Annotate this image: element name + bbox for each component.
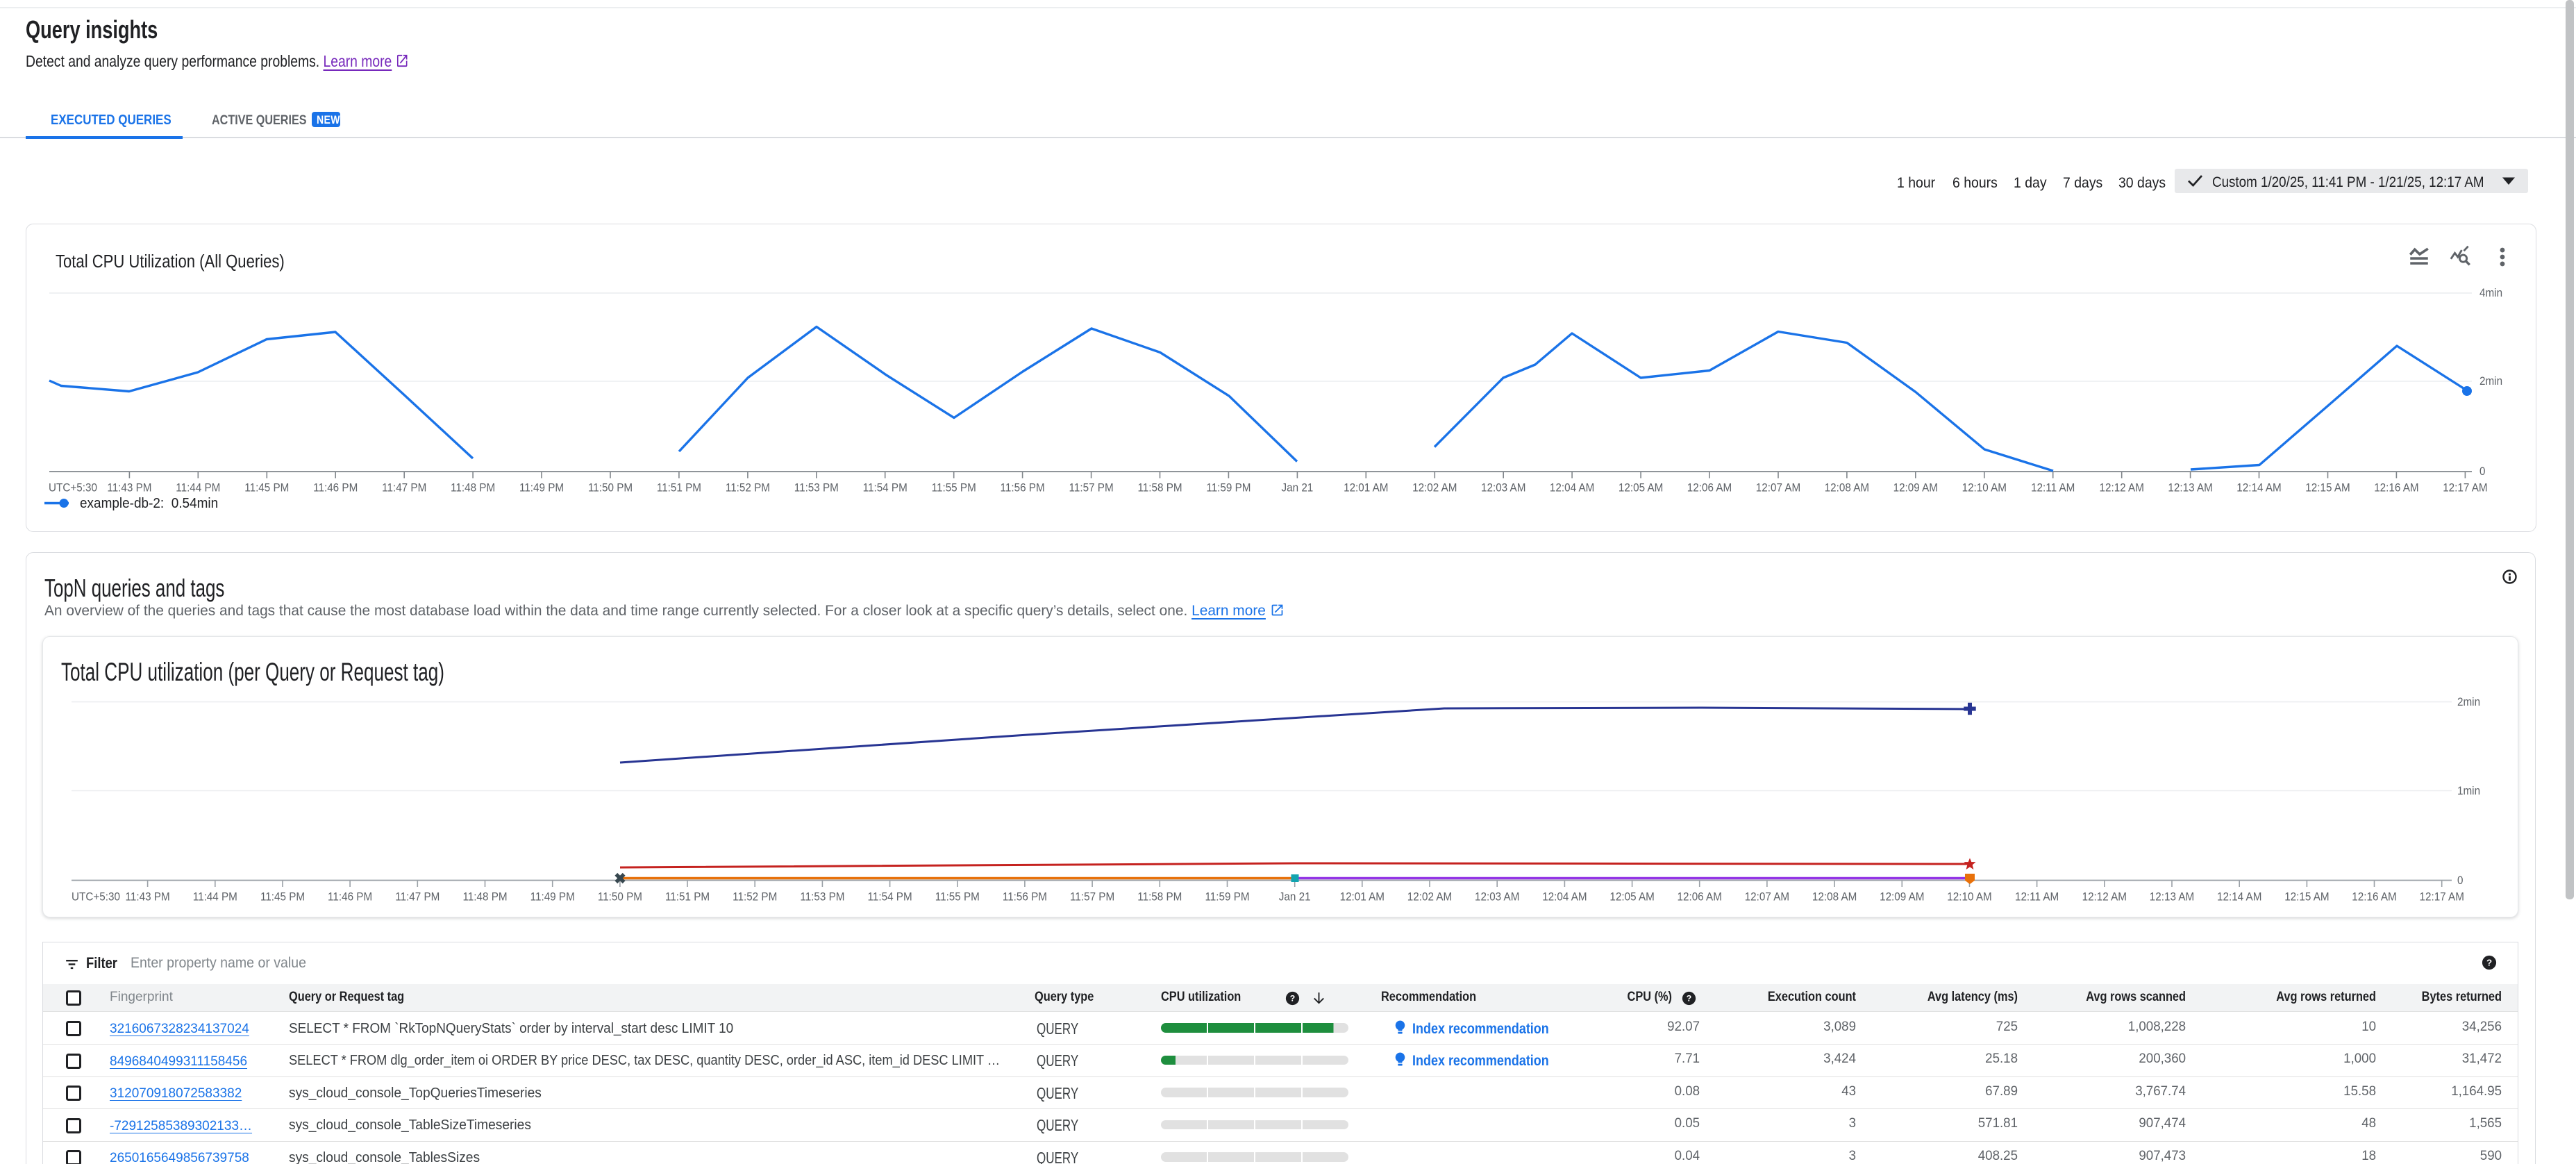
svg-text:11:43 PM: 11:43 PM: [107, 482, 151, 494]
svg-text:1min: 1min: [2457, 785, 2480, 798]
svg-text:12:14 AM: 12:14 AM: [2236, 482, 2281, 494]
svg-text:11:56 PM: 11:56 PM: [1001, 482, 1045, 494]
svg-text:12:01 AM: 12:01 AM: [1344, 482, 1388, 494]
svg-text:12:12 AM: 12:12 AM: [2099, 482, 2143, 494]
svg-text:12:01 AM: 12:01 AM: [1340, 891, 1385, 904]
svg-text:11:45 PM: 11:45 PM: [260, 891, 305, 904]
svg-text:UTC+5:30: UTC+5:30: [49, 482, 97, 494]
svg-text:12:05 AM: 12:05 AM: [1619, 482, 1663, 494]
svg-text:11:59 PM: 11:59 PM: [1205, 891, 1249, 904]
svg-text:12:04 AM: 12:04 AM: [1550, 482, 1594, 494]
svg-text:12:06 AM: 12:06 AM: [1687, 482, 1732, 494]
svg-text:11:50 PM: 11:50 PM: [598, 891, 642, 904]
svg-text:11:51 PM: 11:51 PM: [657, 482, 701, 494]
svg-text:11:49 PM: 11:49 PM: [530, 891, 575, 904]
svg-text:Jan 21: Jan 21: [1279, 891, 1311, 904]
svg-text:12:16 AM: 12:16 AM: [2374, 482, 2418, 494]
svg-text:11:46 PM: 11:46 PM: [328, 891, 372, 904]
svg-text:11:50 PM: 11:50 PM: [588, 482, 633, 494]
svg-text:11:48 PM: 11:48 PM: [451, 482, 495, 494]
svg-text:12:14 AM: 12:14 AM: [2217, 891, 2261, 904]
svg-text:2min: 2min: [2457, 697, 2480, 709]
svg-text:11:52 PM: 11:52 PM: [726, 482, 770, 494]
svg-text:12:11 AM: 12:11 AM: [2015, 891, 2059, 904]
svg-text:12:15 AM: 12:15 AM: [2284, 891, 2329, 904]
svg-text:11:53 PM: 11:53 PM: [800, 891, 844, 904]
svg-text:2min: 2min: [2479, 376, 2502, 388]
svg-text:12:10 AM: 12:10 AM: [1947, 891, 1991, 904]
svg-text:11:55 PM: 11:55 PM: [935, 891, 980, 904]
svg-text:12:02 AM: 12:02 AM: [1412, 482, 1457, 494]
svg-text:11:47 PM: 11:47 PM: [382, 482, 426, 494]
svg-text:12:17 AM: 12:17 AM: [2419, 891, 2464, 904]
svg-text:12:09 AM: 12:09 AM: [1893, 482, 1938, 494]
svg-text:12:13 AM: 12:13 AM: [2168, 482, 2212, 494]
svg-text:11:54 PM: 11:54 PM: [863, 482, 908, 494]
svg-text:12:15 AM: 12:15 AM: [2305, 482, 2350, 494]
svg-text:11:47 PM: 11:47 PM: [395, 891, 440, 904]
svg-text:11:55 PM: 11:55 PM: [932, 482, 976, 494]
svg-text:12:07 AM: 12:07 AM: [1745, 891, 1789, 904]
svg-text:11:57 PM: 11:57 PM: [1069, 482, 1114, 494]
svg-text:11:56 PM: 11:56 PM: [1003, 891, 1047, 904]
svg-text:12:16 AM: 12:16 AM: [2352, 891, 2396, 904]
svg-text:12:07 AM: 12:07 AM: [1756, 482, 1800, 494]
svg-text:11:53 PM: 11:53 PM: [794, 482, 839, 494]
svg-text:11:57 PM: 11:57 PM: [1070, 891, 1114, 904]
svg-text:UTC+5:30: UTC+5:30: [72, 891, 120, 904]
svg-text:11:51 PM: 11:51 PM: [665, 891, 710, 904]
svg-text:0: 0: [2457, 875, 2464, 888]
svg-text:12:11 AM: 12:11 AM: [2031, 482, 2075, 494]
svg-text:11:44 PM: 11:44 PM: [193, 891, 237, 904]
svg-text:12:04 AM: 12:04 AM: [1542, 891, 1587, 904]
svg-text:?: ?: [1290, 994, 1295, 1004]
svg-text:0: 0: [2479, 466, 2486, 479]
svg-text:12:09 AM: 12:09 AM: [1880, 891, 1924, 904]
svg-text:12:03 AM: 12:03 AM: [1475, 891, 1519, 904]
svg-text:11:44 PM: 11:44 PM: [176, 482, 220, 494]
svg-text:?: ?: [1687, 994, 1691, 1004]
svg-text:11:46 PM: 11:46 PM: [313, 482, 358, 494]
svg-text:11:58 PM: 11:58 PM: [1137, 482, 1182, 494]
svg-text:11:43 PM: 11:43 PM: [126, 891, 170, 904]
svg-text:11:54 PM: 11:54 PM: [868, 891, 912, 904]
svg-text:?: ?: [2486, 957, 2491, 967]
svg-text:12:12 AM: 12:12 AM: [2082, 891, 2127, 904]
svg-text:12:02 AM: 12:02 AM: [1407, 891, 1452, 904]
svg-text:Jan 21: Jan 21: [1282, 482, 1314, 494]
svg-text:12:08 AM: 12:08 AM: [1812, 891, 1857, 904]
svg-text:12:13 AM: 12:13 AM: [2150, 891, 2194, 904]
svg-text:11:45 PM: 11:45 PM: [244, 482, 289, 494]
svg-text:4min: 4min: [2479, 288, 2502, 300]
svg-text:example-db-2: 0.54min: example-db-2: 0.54min: [80, 495, 218, 511]
svg-text:12:08 AM: 12:08 AM: [1825, 482, 1869, 494]
svg-text:11:49 PM: 11:49 PM: [519, 482, 564, 494]
svg-text:12:03 AM: 12:03 AM: [1481, 482, 1525, 494]
svg-text:12:06 AM: 12:06 AM: [1677, 891, 1721, 904]
svg-text:11:52 PM: 11:52 PM: [733, 891, 777, 904]
svg-text:11:48 PM: 11:48 PM: [462, 891, 507, 904]
svg-text:12:17 AM: 12:17 AM: [2443, 482, 2487, 494]
svg-text:12:10 AM: 12:10 AM: [1962, 482, 2007, 494]
svg-text:11:59 PM: 11:59 PM: [1206, 482, 1251, 494]
svg-text:12:05 AM: 12:05 AM: [1609, 891, 1654, 904]
svg-text:11:58 PM: 11:58 PM: [1137, 891, 1182, 904]
